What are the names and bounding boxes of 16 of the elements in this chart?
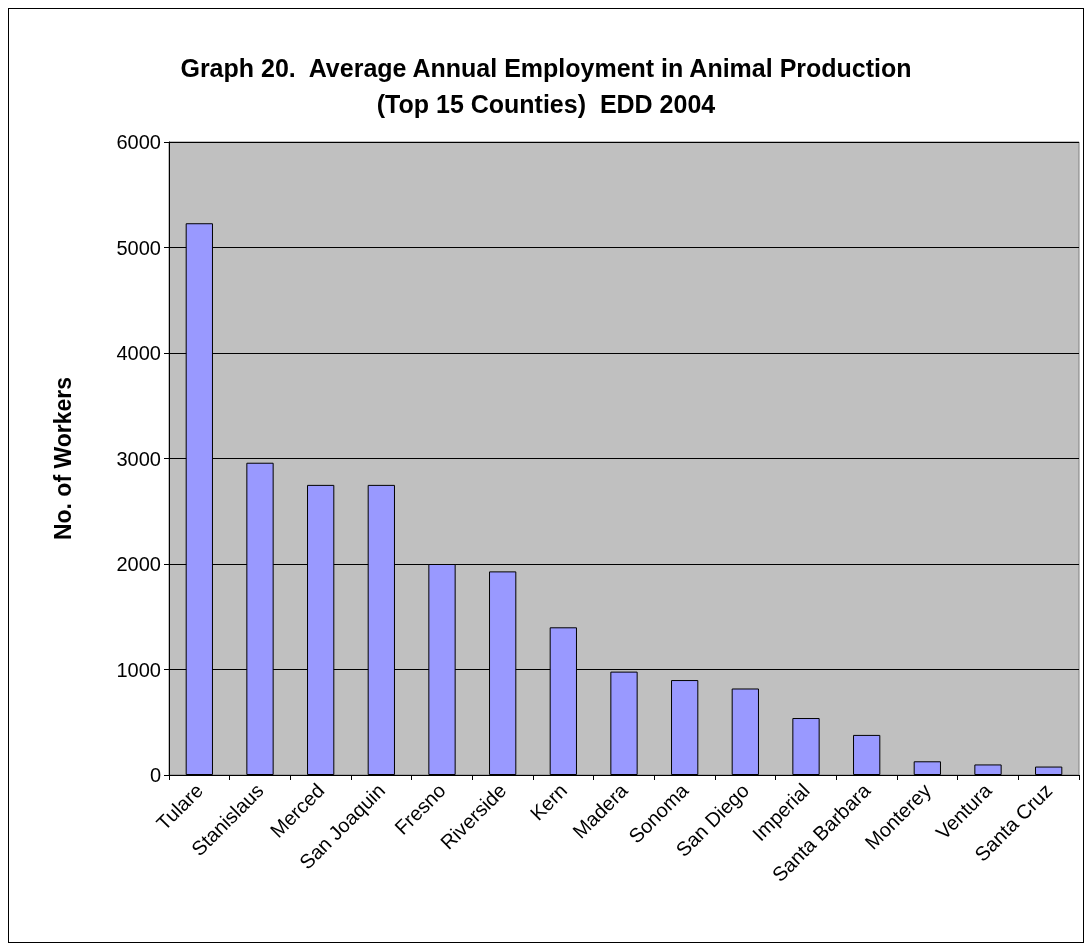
y-tick-label: 5000 [116,236,161,259]
y-tick-label: 2000 [116,553,161,575]
bar [731,688,759,775]
bar [1035,766,1063,775]
y-tick-label: 4000 [116,342,161,364]
bar [913,761,941,775]
bar [792,718,820,775]
y-tick-label: 0 [149,764,161,786]
bar [853,734,881,775]
bar [974,764,1002,775]
chart-title: Graph 20. Average Annual Employment in Animal Production (Top 15 Counties) EDD 2004 [180,54,912,118]
y-tick-label: 1000 [116,658,161,681]
y-tick-label: 6000 [116,131,161,153]
y-tick-label: 3000 [116,447,161,470]
bar [671,680,699,775]
y-axis-title: No. of Workers [49,376,76,541]
